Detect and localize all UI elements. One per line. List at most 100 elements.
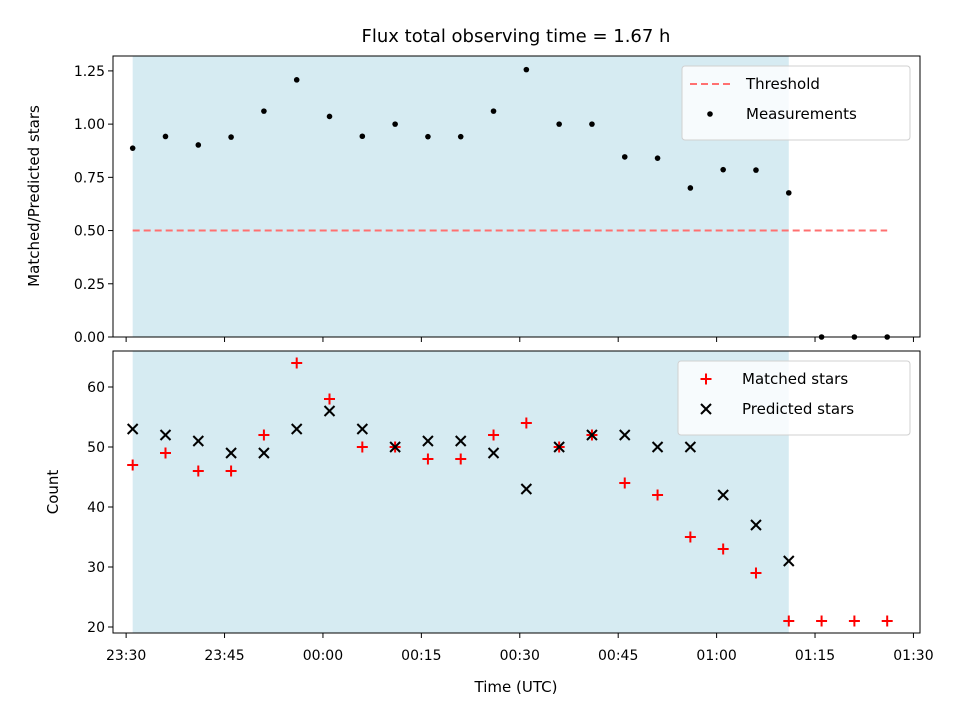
measurement-point bbox=[293, 77, 300, 83]
predicted-stars-point bbox=[520, 483, 533, 495]
predicted-stars-point bbox=[553, 441, 565, 453]
measurement-point bbox=[129, 145, 136, 151]
x-tick-label: 23:30 bbox=[106, 648, 146, 664]
predicted-stars-point bbox=[159, 429, 172, 441]
measurement-point bbox=[261, 108, 267, 114]
y-tick-label: 50 bbox=[87, 440, 105, 456]
measurement-point bbox=[654, 155, 661, 161]
matched-stars-point bbox=[291, 357, 303, 369]
y-axis-label-top: Matched/Predicted stars bbox=[25, 105, 43, 287]
y-tick-label: 20 bbox=[87, 620, 105, 636]
legend: Matched stars Predicted stars bbox=[677, 360, 911, 436]
y-tick-label: 0.00 bbox=[74, 330, 105, 346]
x-tick-label: 01:00 bbox=[696, 648, 736, 664]
legend-box bbox=[681, 65, 911, 141]
predicted-stars-point bbox=[750, 519, 762, 531]
predicted-stars-point bbox=[586, 429, 598, 441]
matched-stars-point bbox=[192, 465, 204, 477]
counts-panel: Count Time (UTC) 20 30 40 50 60 23:30 23:45 00:… bbox=[44, 350, 934, 696]
legend: Threshold Measurements bbox=[681, 65, 911, 141]
axes-frame bbox=[112, 350, 921, 634]
legend-entry: Measurements bbox=[707, 105, 857, 123]
matched-stars-point bbox=[717, 543, 729, 555]
y-axis-label-bottom: Count bbox=[44, 470, 62, 515]
y-tick-label: 1.00 bbox=[74, 117, 105, 133]
x-tick-label: 00:15 bbox=[401, 648, 441, 664]
matched-stars-point bbox=[783, 615, 795, 627]
legend-entry: Threshold bbox=[690, 75, 820, 93]
measurement-point bbox=[195, 142, 202, 148]
top-plot-area: 0.00 0.25 0.50 0.75 1.00 1.25 Threshold Measure… bbox=[74, 55, 921, 346]
matched-stars-point bbox=[258, 429, 270, 441]
y-tick-label: 40 bbox=[87, 500, 105, 516]
predicted-stars-point bbox=[258, 447, 270, 459]
measurement-point bbox=[720, 166, 726, 173]
matched-stars-point bbox=[816, 615, 828, 627]
axes-frame bbox=[112, 55, 921, 338]
matched-stars-point bbox=[848, 615, 860, 627]
matched-stars-point bbox=[356, 441, 368, 453]
matched-stars-point bbox=[619, 477, 631, 489]
predicted-stars-point bbox=[291, 423, 303, 435]
legend-label: Predicted stars bbox=[742, 400, 854, 418]
measurement-point bbox=[490, 108, 497, 114]
measurement-point bbox=[687, 185, 694, 191]
matched-stars-point bbox=[127, 459, 139, 471]
x-tick-label: 00:30 bbox=[500, 648, 540, 664]
x-tick-label: 01:15 bbox=[795, 648, 835, 664]
matched-stars-point bbox=[422, 453, 434, 465]
matched-stars-point bbox=[881, 615, 893, 627]
matched-stars-point bbox=[520, 417, 532, 429]
predicted-stars-point bbox=[356, 423, 369, 435]
predicted-stars-point bbox=[389, 441, 401, 453]
legend-entry: Predicted stars bbox=[700, 400, 854, 418]
y-tick-label: 0.50 bbox=[74, 224, 105, 240]
matched-stars-point bbox=[684, 531, 696, 543]
y-tick-label: 60 bbox=[87, 380, 105, 396]
measurement-point bbox=[753, 167, 759, 173]
x-tick-label: 00:45 bbox=[598, 648, 638, 664]
matched-stars-point bbox=[488, 429, 500, 441]
predicted-stars-point bbox=[684, 441, 697, 453]
predicted-stars-point bbox=[323, 405, 336, 417]
predicted-stars-point bbox=[225, 447, 237, 459]
measurement-point bbox=[621, 154, 628, 160]
y-tick-label: 0.25 bbox=[74, 277, 105, 293]
predicted-stars-point bbox=[487, 447, 500, 459]
matched-stars-point bbox=[225, 465, 237, 477]
chart-title: Flux total observing time = 1.67 h bbox=[362, 26, 671, 47]
matched-stars-point bbox=[324, 393, 336, 405]
measurement-point bbox=[392, 121, 398, 127]
predicted-stars-point bbox=[192, 435, 204, 447]
x-tick-label: 23:45 bbox=[204, 648, 244, 664]
predicted-stars-point bbox=[651, 441, 664, 453]
predicted-stars-point bbox=[783, 555, 795, 567]
flux-ratio-panel: Flux total observing time = 1.67 h Match… bbox=[25, 26, 921, 346]
measurement-point bbox=[162, 133, 169, 140]
legend-label: Measurements bbox=[746, 105, 857, 123]
predicted-stars-point bbox=[717, 489, 729, 501]
legend-entry: Matched stars bbox=[700, 370, 848, 388]
measurement-point bbox=[359, 133, 366, 140]
y-tick-label: 1.25 bbox=[74, 64, 105, 80]
matched-stars-point bbox=[750, 567, 762, 579]
predicted-stars-point bbox=[126, 423, 139, 435]
measurement-point bbox=[457, 133, 464, 140]
x-tick-label: 00:00 bbox=[303, 648, 343, 664]
legend-label: Threshold bbox=[745, 75, 820, 93]
x-tick-label: 01:30 bbox=[893, 648, 933, 664]
matched-stars-point bbox=[159, 447, 171, 459]
legend-label: Matched stars bbox=[742, 370, 848, 388]
x-axis-label: Time (UTC) bbox=[474, 678, 558, 696]
y-tick-label: 30 bbox=[87, 560, 105, 576]
predicted-stars-point bbox=[455, 435, 467, 447]
measurement-point bbox=[425, 133, 431, 140]
measurement-point bbox=[556, 121, 562, 127]
measurement-point bbox=[589, 121, 595, 127]
bottom-plot-area: 20 30 40 50 60 23:30 23:45 00:00 00:15 00:30 00:45… bbox=[87, 350, 934, 664]
measurement-point bbox=[326, 113, 333, 120]
measurement-point bbox=[523, 66, 530, 73]
matched-stars-point bbox=[455, 453, 467, 465]
measurement-point bbox=[228, 134, 234, 140]
